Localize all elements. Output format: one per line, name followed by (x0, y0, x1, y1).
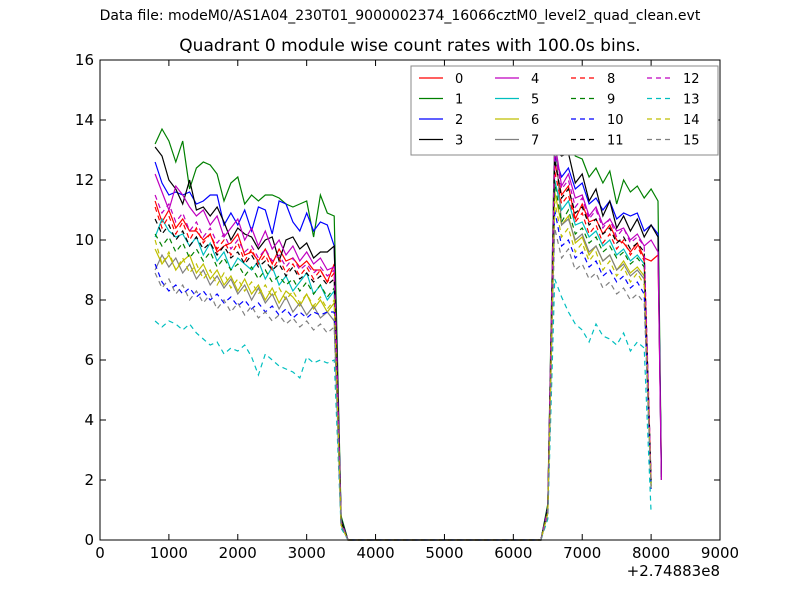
chart-title: Quadrant 0 module wise count rates with … (179, 36, 641, 56)
x-tick-label: 8000 (632, 544, 670, 562)
y-tick-label: 4 (84, 411, 94, 429)
y-tick-label: 12 (75, 171, 94, 189)
y-tick-label: 10 (75, 231, 94, 249)
x-tick-label: 0 (95, 544, 105, 562)
axis-ticks: 0 1000 2000 3000 4000 5000 6000 7000 8000 9000 0 2 4… (75, 51, 739, 562)
x-tick-label: 5000 (425, 544, 463, 562)
y-tick-label: 8 (84, 291, 94, 309)
x-tick-label: 4000 (356, 544, 394, 562)
y-tick-label: 14 (75, 111, 94, 129)
legend-label-8: 8 (607, 72, 615, 87)
series-line-10 (154, 209, 652, 541)
legend-label-15: 15 (683, 134, 700, 149)
legend-label-4: 4 (531, 72, 539, 87)
legend-label-11: 11 (607, 134, 624, 149)
legend-label-0: 0 (455, 72, 463, 87)
x-tick-label: 1000 (150, 544, 188, 562)
legend-label-1: 1 (455, 93, 463, 108)
legend-label-14: 14 (683, 113, 700, 128)
x-tick-label: 2000 (219, 544, 257, 562)
x-tick-label: 6000 (494, 544, 532, 562)
legend-label-9: 9 (607, 93, 615, 108)
legend-label-12: 12 (683, 72, 700, 87)
series-line-15 (154, 227, 652, 541)
x-tick-label: 9000 (701, 544, 739, 562)
x-tick-label: 3000 (288, 544, 326, 562)
y-tick-label: 2 (84, 471, 94, 489)
legend-label-2: 2 (455, 113, 463, 128)
legend-label-6: 6 (531, 113, 539, 128)
x-axis-offset: +2.74883e8 (626, 562, 720, 580)
legend-label-3: 3 (455, 134, 463, 149)
y-tick-label: 0 (84, 531, 94, 549)
legend-label-10: 10 (607, 113, 624, 128)
legend-label-13: 13 (683, 93, 700, 108)
series-line-13 (154, 278, 652, 541)
y-tick-label: 6 (84, 351, 94, 369)
data-file-title: Data file: modeM0/AS1A04_230T01_90000023… (99, 8, 701, 24)
y-tick-label: 16 (75, 51, 94, 69)
x-tick-label: 7000 (563, 544, 601, 562)
series-line-11 (154, 158, 652, 541)
legend-label-5: 5 (531, 93, 539, 108)
legend-box (410, 65, 719, 156)
legend-label-7: 7 (531, 134, 539, 149)
